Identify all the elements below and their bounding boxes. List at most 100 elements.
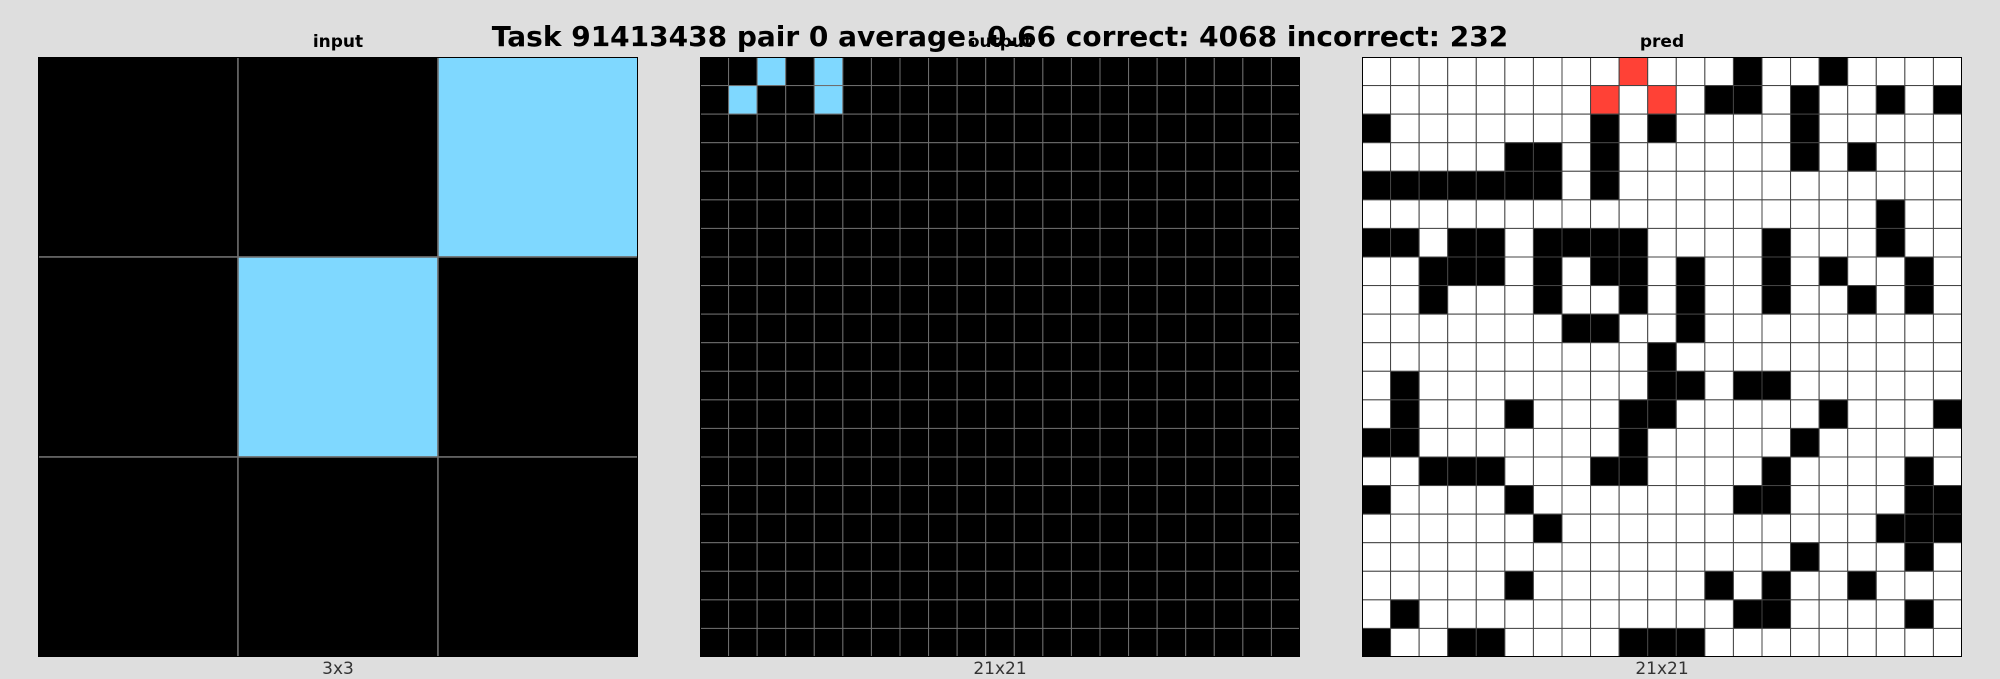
output-cell-r1-c6 xyxy=(870,85,901,115)
output-grid-border xyxy=(700,57,1300,657)
pred-cell-r6-c13 xyxy=(1732,227,1763,258)
output-cell-r10-c12 xyxy=(1042,342,1072,372)
pred-cell-r3-c16 xyxy=(1818,142,1849,172)
pred-cell-r20-c8 xyxy=(1590,627,1620,657)
output-cell-r0-c13 xyxy=(1070,57,1101,87)
pred-cell-r3-c15 xyxy=(1790,142,1820,172)
output-cell-r13-c2 xyxy=(756,427,787,458)
pred-cell-r17-c14 xyxy=(1761,542,1792,572)
output-cell-r2-c10 xyxy=(985,113,1015,144)
output-cell-r3-c13 xyxy=(1070,142,1101,172)
pred-cell-r13-c1 xyxy=(1390,427,1420,458)
pred-cell-r18-c15 xyxy=(1790,570,1820,601)
output-cell-r20-c7 xyxy=(899,627,930,657)
output-cell-r18-c6 xyxy=(870,570,901,601)
pred-cell-r16-c9 xyxy=(1618,513,1649,544)
pred-cell-r16-c0 xyxy=(1362,513,1392,544)
output-cell-r5-c13 xyxy=(1070,199,1101,229)
pred-cell-r11-c5 xyxy=(1504,370,1534,401)
pred-cell-r9-c5 xyxy=(1504,313,1534,344)
pred-cell-r13-c6 xyxy=(1532,427,1563,458)
pred-cell-r5-c16 xyxy=(1818,199,1849,229)
pred-cell-r17-c4 xyxy=(1475,542,1506,572)
output-cell-r20-c4 xyxy=(813,627,844,657)
output-cell-r20-c20 xyxy=(1270,627,1300,657)
pred-cell-r0-c1 xyxy=(1390,57,1420,87)
pred-cell-r11-c6 xyxy=(1532,370,1563,401)
input-cell-r0-c1 xyxy=(237,57,439,258)
pred-cell-r20-c1 xyxy=(1390,627,1420,657)
output-cell-r17-c10 xyxy=(985,542,1015,572)
output-cell-r6-c9 xyxy=(956,227,987,258)
pred-cell-r17-c10 xyxy=(1647,542,1677,572)
pred-cell-r2-c0 xyxy=(1362,113,1392,144)
output-cell-r0-c17 xyxy=(1185,57,1215,87)
pred-cell-r13-c5 xyxy=(1504,427,1534,458)
output-cell-r2-c1 xyxy=(728,113,758,144)
pred-cell-r16-c19 xyxy=(1904,513,1934,544)
output-cell-r18-c7 xyxy=(899,570,930,601)
output-cell-r3-c14 xyxy=(1099,142,1130,172)
output-cell-r4-c2 xyxy=(756,170,787,201)
output-cell-r4-c3 xyxy=(785,170,815,201)
pred-cell-r6-c8 xyxy=(1590,227,1620,258)
pred-cell-r10-c3 xyxy=(1447,342,1477,372)
output-cell-r13-c3 xyxy=(785,427,815,458)
output-cell-r3-c15 xyxy=(1128,142,1158,172)
output-cell-r4-c5 xyxy=(842,170,872,201)
output-cell-r16-c2 xyxy=(756,513,787,544)
pred-cell-r19-c7 xyxy=(1561,599,1592,629)
output-cell-r15-c18 xyxy=(1213,485,1244,515)
output-cell-r17-c18 xyxy=(1213,542,1244,572)
output-cell-r6-c4 xyxy=(813,227,844,258)
output-cell-r14-c4 xyxy=(813,456,844,487)
pred-cell-r8-c19 xyxy=(1904,285,1934,315)
output-cell-r20-c5 xyxy=(842,627,872,657)
pred-cell-r15-c20 xyxy=(1932,485,1962,515)
output-cell-r14-c11 xyxy=(1013,456,1044,487)
output-cell-r5-c1 xyxy=(728,199,758,229)
pred-cell-r5-c7 xyxy=(1561,199,1592,229)
output-cell-r7-c16 xyxy=(1156,256,1187,287)
output-cell-r6-c17 xyxy=(1185,227,1215,258)
pred-cell-r6-c16 xyxy=(1818,227,1849,258)
input-cell-r0-c2 xyxy=(437,57,638,258)
pred-cell-r11-c1 xyxy=(1390,370,1420,401)
output-cell-r10-c19 xyxy=(1242,342,1272,372)
pred-cell-r8-c15 xyxy=(1790,285,1820,315)
output-cell-r15-c5 xyxy=(842,485,872,515)
output-cell-r0-c1 xyxy=(728,57,758,87)
output-cell-r12-c13 xyxy=(1070,399,1101,429)
output-cell-r12-c2 xyxy=(756,399,787,429)
output-cell-r9-c3 xyxy=(785,313,815,344)
output-cell-r15-c12 xyxy=(1042,485,1072,515)
output-cell-r8-c7 xyxy=(899,285,930,315)
output-cell-r0-c19 xyxy=(1242,57,1272,87)
pred-cell-r19-c6 xyxy=(1532,599,1563,629)
output-cell-r9-c4 xyxy=(813,313,844,344)
output-cell-r12-c14 xyxy=(1099,399,1130,429)
output-cell-r7-c4 xyxy=(813,256,844,287)
pred-cell-r10-c8 xyxy=(1590,342,1620,372)
pred-cell-r17-c7 xyxy=(1561,542,1592,572)
pred-cell-r3-c7 xyxy=(1561,142,1592,172)
output-cell-r0-c2 xyxy=(756,57,787,87)
output-cell-r20-c13 xyxy=(1070,627,1101,657)
output-cell-r19-c20 xyxy=(1270,599,1300,629)
output-cell-r8-c2 xyxy=(756,285,787,315)
output-cell-r0-c3 xyxy=(785,57,815,87)
pred-cell-r12-c12 xyxy=(1704,399,1734,429)
output-cell-r17-c19 xyxy=(1242,542,1272,572)
output-cell-r3-c3 xyxy=(785,142,815,172)
output-cell-r19-c0 xyxy=(700,599,730,629)
pred-cell-r14-c12 xyxy=(1704,456,1734,487)
pred-cell-r19-c11 xyxy=(1675,599,1706,629)
output-cell-r7-c7 xyxy=(899,256,930,287)
pred-cell-r15-c16 xyxy=(1818,485,1849,515)
pred-cell-r7-c17 xyxy=(1847,256,1877,287)
pred-cell-r9-c11 xyxy=(1675,313,1706,344)
output-cell-r10-c18 xyxy=(1213,342,1244,372)
pred-cell-r2-c12 xyxy=(1704,113,1734,144)
pred-cell-r4-c6 xyxy=(1532,170,1563,201)
output-cell-r5-c17 xyxy=(1185,199,1215,229)
